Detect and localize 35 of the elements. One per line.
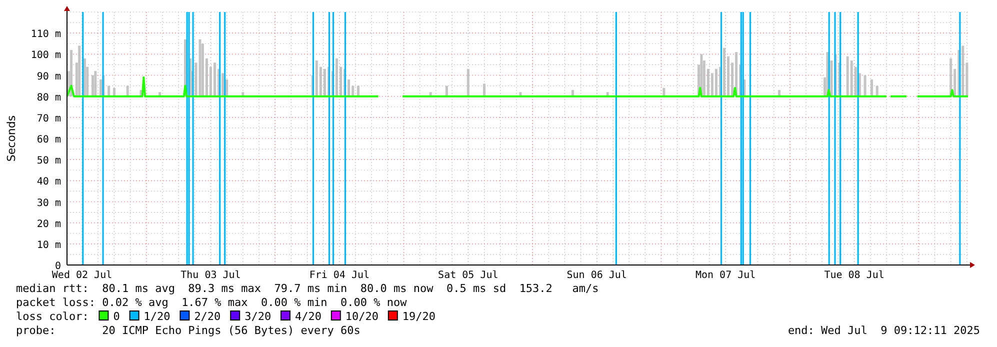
y-tick-label: 100 m [30,50,61,62]
x-tick-label: Fri 04 Jul [309,270,370,281]
text: probe: 20 ICMP Echo Pings (56 Bytes) every 60s [16,324,360,337]
legend-title: loss color: [16,310,89,323]
x-tick-label: Sat 05 Jul [438,270,498,281]
y-tick-label: 60 m [36,134,61,146]
y-tick-label: 90 m [36,71,61,82]
bar [830,60,833,96]
text: median rtt: 80.1 ms avg 89.3 ms max 79.7 ms min 80.0 ms now 0.5 ms sd 153.2 am/s [16,282,599,295]
y-tick-label: 40 m [36,176,61,188]
y-tick-label: 110 m [30,29,61,40]
y-tick-label: 70 m [36,113,61,124]
text: packet loss: 0.02 % avg 1.67 % max 0.00 % min 0.00 % now [16,296,408,309]
y-tick-label: 30 m [36,198,61,209]
x-tick-label: Wed 02 Jul [52,270,112,281]
y-tick-label: 20 m [36,218,61,230]
legend-label: 1/20 [144,310,170,323]
bar [198,39,202,96]
legend-label: 10/20 [345,310,379,323]
legend-label: 3/20 [244,310,272,323]
bar [826,52,829,96]
y-tick-label: 10 m [36,240,61,251]
x-tick-label: Mon 07 Jul [695,270,756,281]
legend-label: 4/20 [295,310,322,323]
legend-label: 0 [113,310,120,323]
y-tick-label: 80 m [36,92,61,104]
y-tick-label: 0 [54,261,61,272]
x-tick-label: Tue 08 Jul [824,270,884,281]
legend-label: 2/20 [194,310,221,323]
x-tick-label: Thu 03 Jul [180,270,241,281]
y-tick-label: 50 m [36,156,61,167]
y-axis-title: Seconds [5,115,18,162]
text: end: Wed Jul 9 09:12:11 2025 [788,324,980,337]
x-tick-label: Sun 06 Jul [566,270,627,281]
legend-label: 19/20 [402,310,436,323]
